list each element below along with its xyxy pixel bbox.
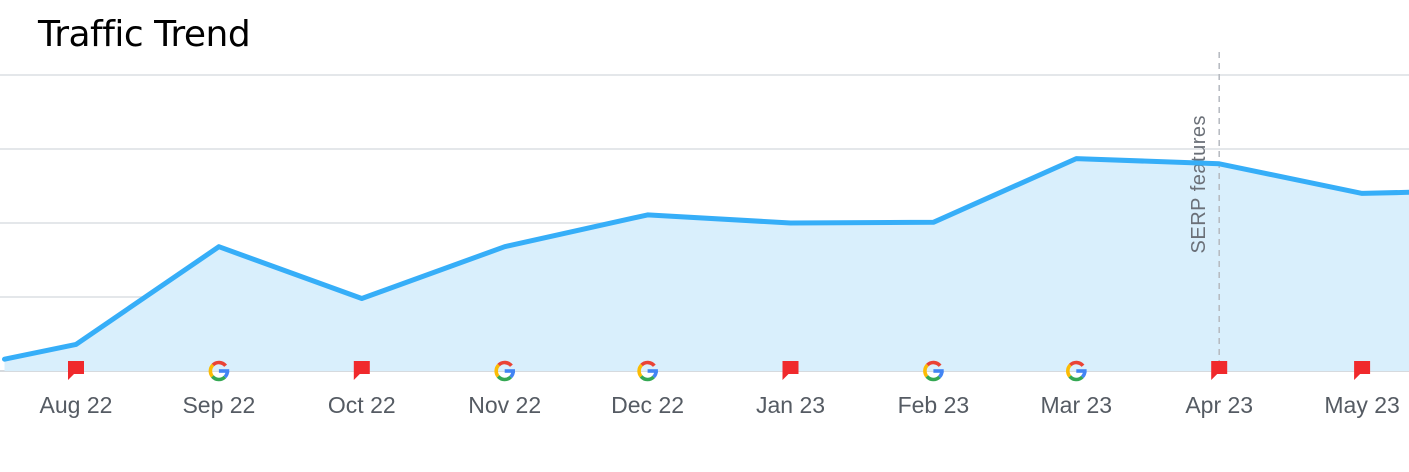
annotation-layer: SERP features (1188, 52, 1220, 371)
x-tick-label: Nov 22 (468, 392, 541, 418)
x-tick-label: Jan 23 (756, 392, 825, 418)
traffic-line (2, 156, 1409, 362)
data-point (1074, 156, 1079, 161)
data-point (931, 220, 936, 225)
data-point (216, 244, 221, 249)
x-tick-label: Mar 23 (1041, 392, 1113, 418)
data-point (359, 296, 364, 301)
x-tick-label: May 23 (1324, 392, 1399, 418)
x-tick-label: Feb 23 (898, 392, 970, 418)
x-tick-label: Aug 22 (40, 392, 113, 418)
google-update-icon[interactable] (208, 360, 230, 382)
data-point (502, 244, 507, 249)
flag-icon[interactable] (1354, 361, 1371, 380)
flag-icon[interactable] (353, 361, 370, 380)
annotation-label: SERP features (1188, 115, 1210, 253)
google-update-icon[interactable] (1066, 360, 1087, 382)
x-tick-label: Oct 22 (328, 392, 396, 418)
google-update-icon[interactable] (923, 360, 944, 382)
data-point (74, 342, 78, 347)
data-point (2, 357, 7, 362)
data-point (645, 212, 650, 217)
flag-icon[interactable] (782, 361, 799, 380)
google-update-icon[interactable] (494, 360, 516, 382)
flag-icon[interactable] (68, 361, 84, 380)
x-tick-label: Apr 23 (1185, 392, 1253, 418)
google-update-icon[interactable] (637, 360, 658, 382)
data-point (1360, 191, 1365, 196)
flag-icon[interactable] (1211, 361, 1228, 380)
x-tick-label: Dec 22 (611, 392, 684, 418)
x-tick-label: Sep 22 (182, 392, 255, 418)
data-point (788, 221, 793, 225)
data-point (1217, 161, 1222, 166)
event-markers (2, 156, 1371, 382)
chart-title: Traffic Trend (38, 14, 251, 55)
traffic-area-fill (4, 158, 1409, 371)
x-axis-tick-labels: Aug 22 Sep 22 Oct 22 Nov 22 Dec 22 Jan 23 Feb … (40, 392, 1400, 418)
